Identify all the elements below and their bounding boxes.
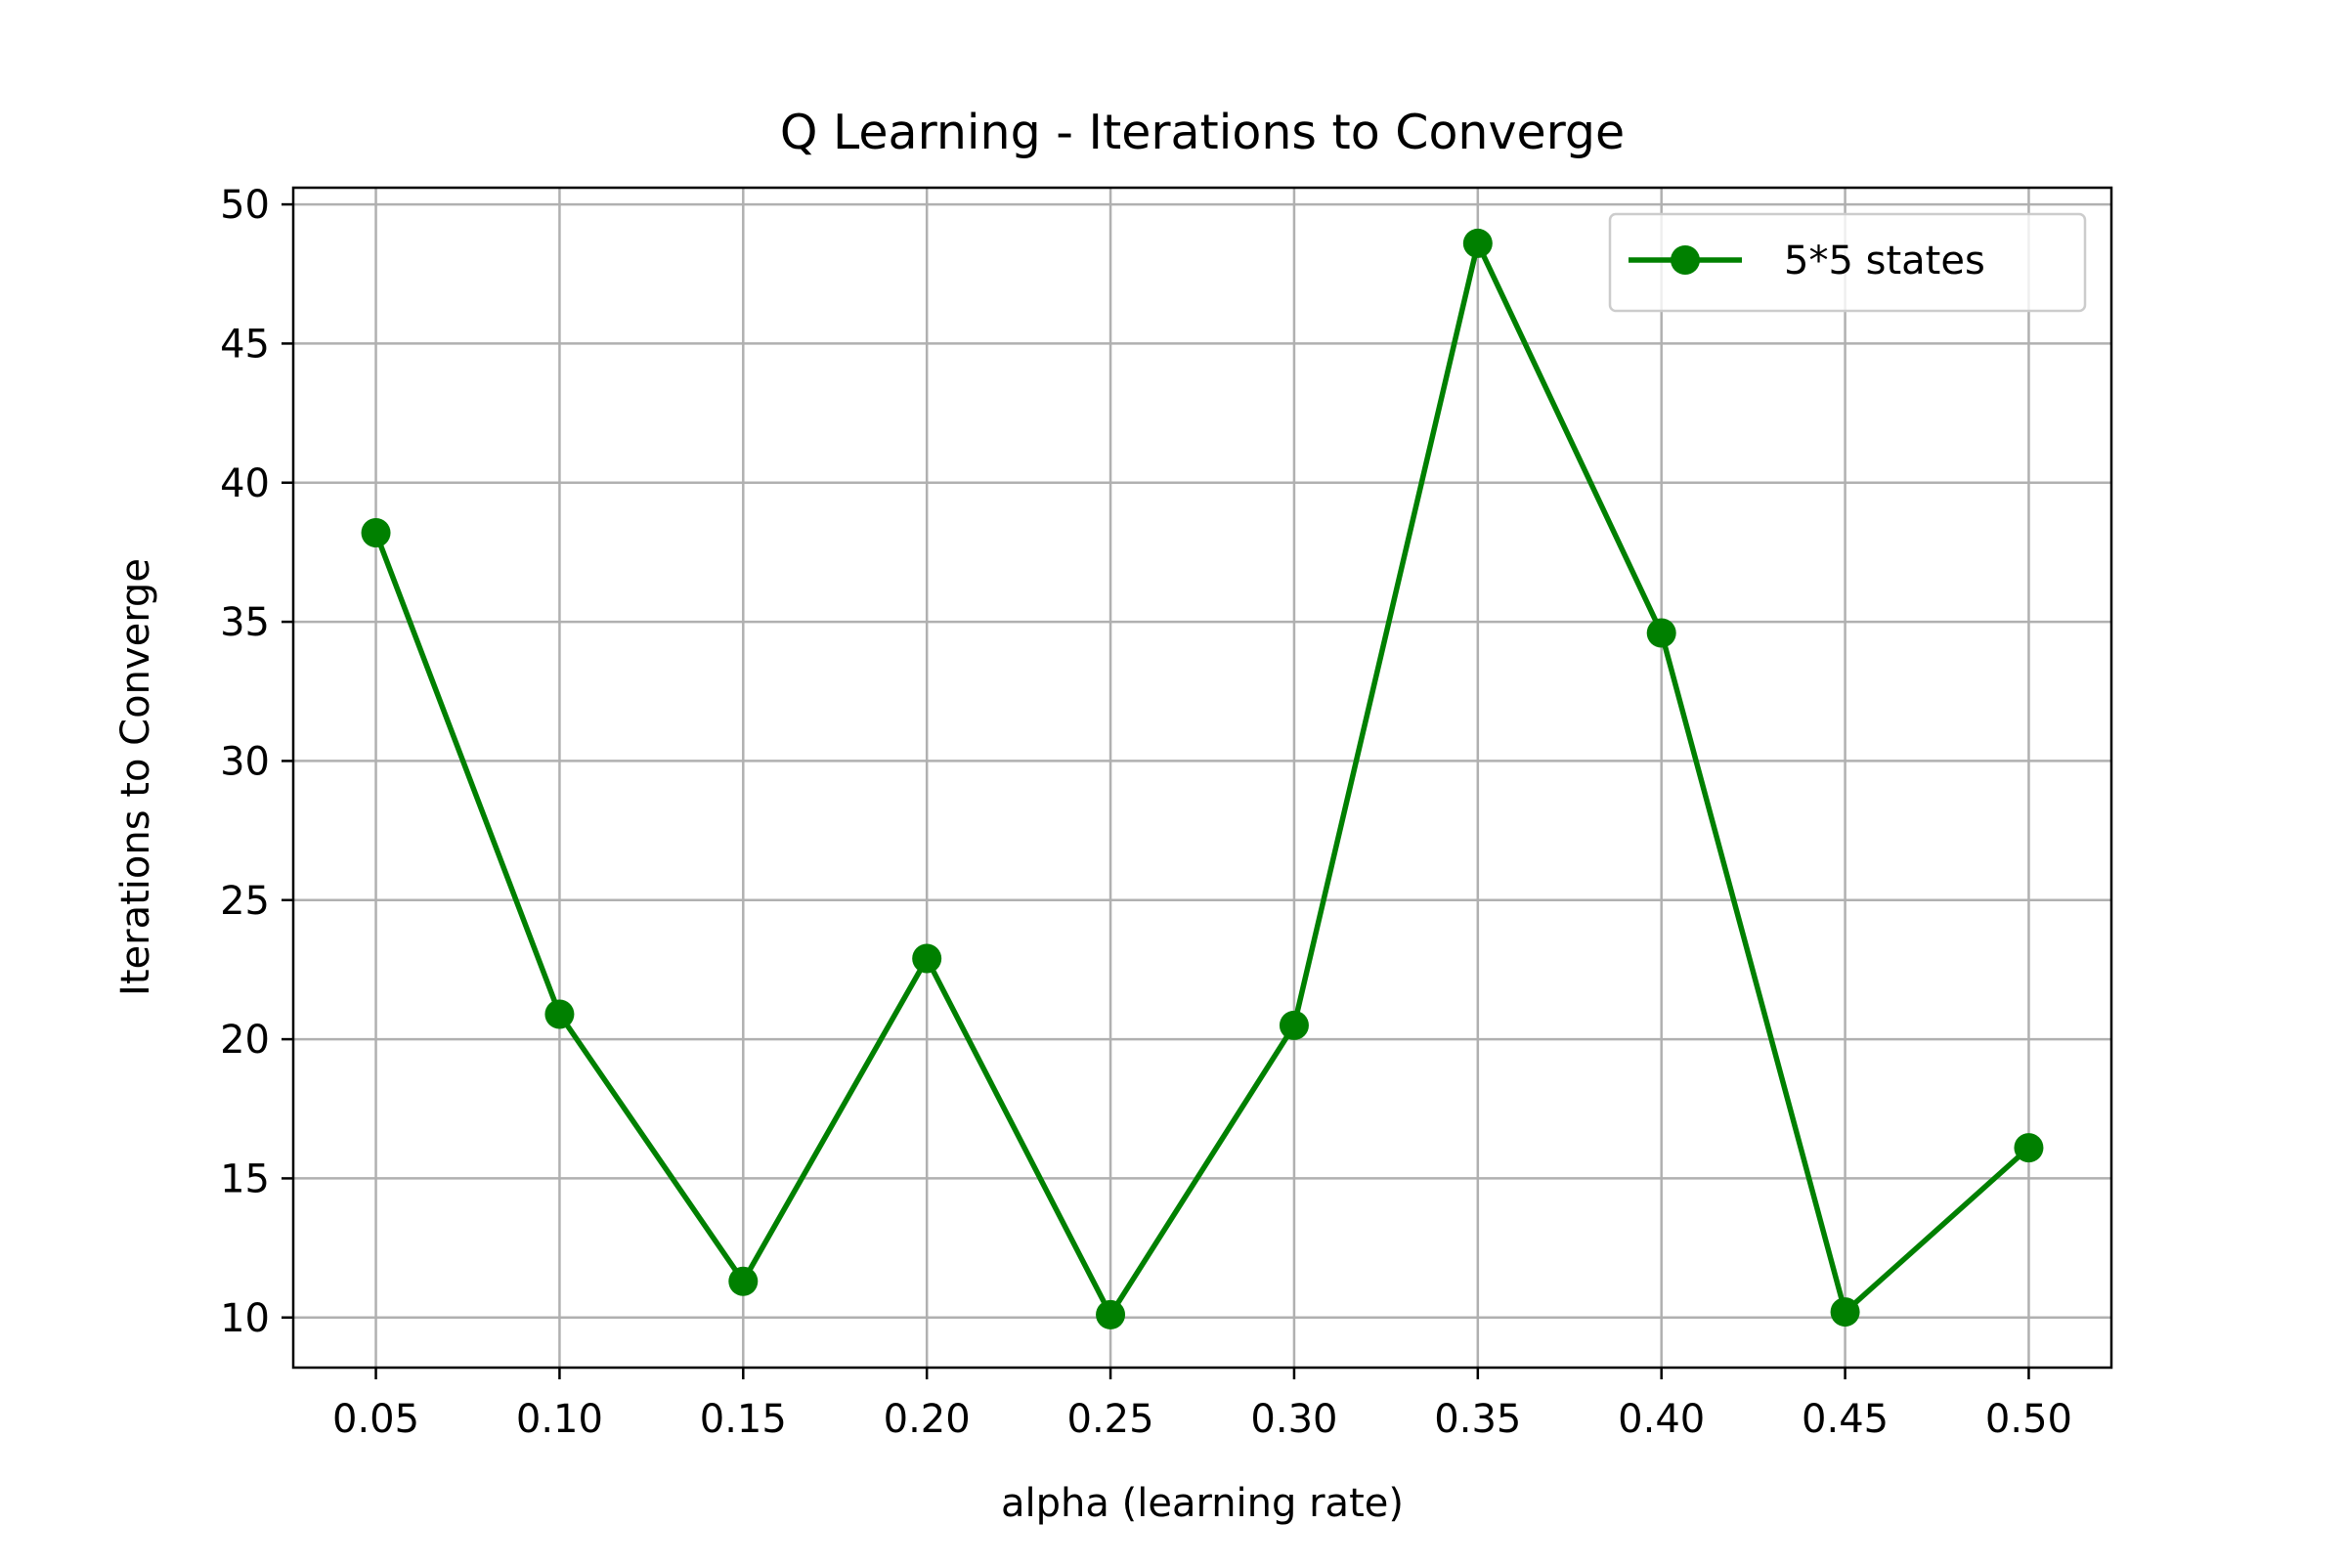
data-point <box>912 943 942 974</box>
y-tick-label: 10 <box>220 1296 270 1341</box>
grid <box>293 188 2111 1368</box>
y-tick-label: 20 <box>220 1018 270 1063</box>
data-point <box>1279 1010 1309 1040</box>
x-tick-label: 0.10 <box>516 1397 603 1442</box>
legend-label: 5*5 states <box>1784 239 1985 283</box>
data-point <box>1462 228 1493 258</box>
x-tick-label: 0.50 <box>1985 1397 2072 1442</box>
y-tick-label: 35 <box>220 600 270 645</box>
data-point <box>361 517 391 547</box>
y-tick-label: 15 <box>220 1156 270 1201</box>
data-point <box>1096 1299 1126 1329</box>
x-tick-label: 0.15 <box>700 1397 787 1442</box>
data-point <box>1830 1297 1860 1328</box>
x-tick-label: 0.30 <box>1250 1397 1337 1442</box>
chart-title: Q Learning - Iterations to Converge <box>780 105 1625 160</box>
x-axis-label: alpha (learning rate) <box>1001 1481 1404 1526</box>
y-tick-label: 40 <box>220 461 270 506</box>
y-tick-label: 50 <box>220 183 270 228</box>
data-point <box>544 999 575 1029</box>
x-tick-label: 0.20 <box>884 1397 971 1442</box>
series-line <box>372 240 2031 1318</box>
x-tick-label: 0.35 <box>1434 1397 1521 1442</box>
x-tick-label: 0.25 <box>1067 1397 1154 1442</box>
x-tick-label: 0.05 <box>332 1397 419 1442</box>
data-point <box>2014 1133 2044 1163</box>
series-layer <box>361 228 2044 1329</box>
axis-ticks: 0.05 0.10 0.15 0.20 0.25 0.30 0.35 0.40 0.45 0.50… <box>220 183 2072 1442</box>
data-point <box>1646 618 1676 648</box>
plot-area-frame <box>291 186 2113 1370</box>
legend: 5*5 states <box>1608 212 2087 313</box>
data-point <box>728 1266 759 1296</box>
y-tick-label: 30 <box>220 739 270 784</box>
x-tick-label: 0.45 <box>1802 1397 1889 1442</box>
y-tick-label: 25 <box>220 879 270 924</box>
legend-box <box>1608 212 2087 313</box>
legend-marker-icon <box>1671 245 1700 275</box>
y-axis-label: Iterations to Converge <box>113 558 158 996</box>
y-tick-label: 45 <box>220 322 270 367</box>
x-tick-label: 0.40 <box>1618 1397 1705 1442</box>
